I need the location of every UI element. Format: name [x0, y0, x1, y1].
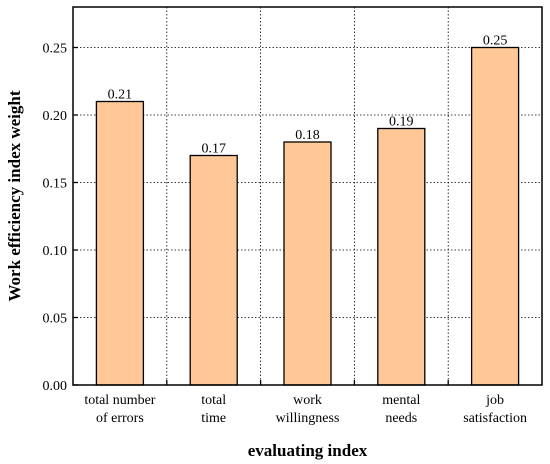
x-category-label: work willingness [276, 393, 340, 426]
y-tick-label: 0.05 [43, 312, 68, 327]
bar [470, 46, 520, 386]
data-label: 0.25 [483, 34, 508, 49]
bar [377, 127, 426, 386]
data-label: 0.17 [201, 142, 226, 157]
plot-border [72, 6, 543, 386]
y-tick-label: 0.00 [43, 379, 68, 394]
bar [95, 100, 145, 386]
x-category-label: total number of errors [84, 393, 155, 426]
bar [189, 154, 238, 386]
data-label: 0.21 [108, 88, 133, 103]
plot-frame [72, 6, 543, 386]
y-axis-title: Work efficiency index weight [5, 90, 24, 301]
y-tick-label: 0.15 [43, 177, 68, 192]
bar [283, 141, 332, 386]
x-category-label: job satisfaction [463, 393, 527, 426]
y-tick-label: 0.20 [43, 109, 68, 124]
x-category-label: total time [201, 393, 226, 426]
y-tick-label: 0.10 [43, 244, 68, 259]
data-label: 0.18 [295, 128, 320, 143]
x-axis-title: evaluating index [248, 441, 368, 460]
x-axis-category-labels: total number of errors total time work willin… [84, 380, 527, 426]
bars [95, 46, 520, 386]
y-tick-label: 0.25 [43, 42, 68, 57]
data-label: 0.19 [389, 115, 414, 130]
y-axis-ticks: 0.00 0.05 0.10 0.15 0.20 0.25 [43, 42, 78, 394]
x-category-label: mental needs [382, 393, 420, 426]
data-labels: 0.21 0.17 0.18 0.19 0.25 [108, 34, 508, 157]
